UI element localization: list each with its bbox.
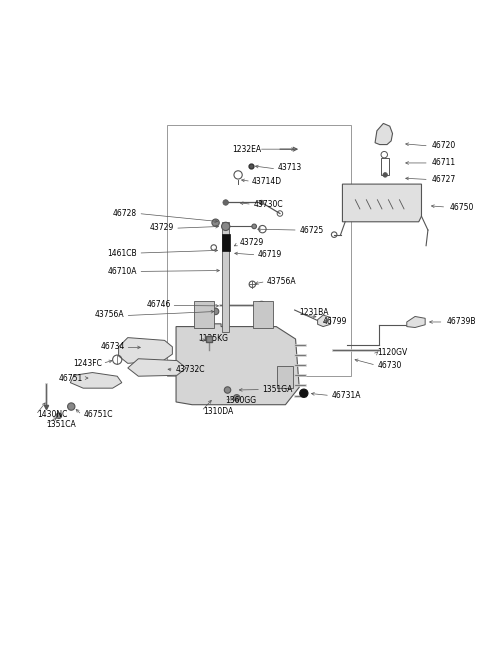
- Circle shape: [380, 131, 386, 138]
- Text: 43756A: 43756A: [267, 277, 297, 286]
- Text: 46730: 46730: [377, 361, 402, 369]
- Circle shape: [56, 413, 61, 419]
- Text: 46731A: 46731A: [331, 391, 361, 400]
- Polygon shape: [119, 337, 172, 364]
- Text: 1120GV: 1120GV: [377, 348, 408, 357]
- Bar: [381, 158, 389, 175]
- Text: 46751: 46751: [59, 373, 83, 383]
- Text: 46725: 46725: [299, 225, 324, 234]
- Circle shape: [68, 403, 75, 410]
- Text: 46750: 46750: [450, 202, 474, 212]
- Bar: [222, 222, 229, 332]
- Circle shape: [233, 394, 240, 401]
- Circle shape: [252, 224, 256, 229]
- Polygon shape: [128, 359, 186, 376]
- Text: 43756A: 43756A: [95, 310, 125, 319]
- Bar: [167, 125, 351, 376]
- Bar: [277, 366, 293, 388]
- Text: 46746: 46746: [146, 300, 170, 309]
- Circle shape: [212, 309, 219, 314]
- Text: 1461CB: 1461CB: [108, 248, 137, 257]
- Text: 46728: 46728: [113, 209, 137, 218]
- Circle shape: [223, 200, 228, 205]
- Text: 1351GA: 1351GA: [263, 385, 293, 394]
- Text: 43732C: 43732C: [175, 365, 204, 374]
- Text: 46710A: 46710A: [108, 267, 137, 276]
- Text: 43729: 43729: [240, 238, 264, 248]
- Circle shape: [383, 173, 387, 178]
- Polygon shape: [407, 316, 425, 328]
- Text: 46711: 46711: [431, 159, 455, 168]
- Circle shape: [259, 200, 264, 205]
- Text: 43713: 43713: [277, 163, 301, 172]
- Text: 46719: 46719: [258, 250, 282, 259]
- Text: 1243FC: 1243FC: [72, 359, 102, 368]
- Text: 1360GG: 1360GG: [226, 396, 257, 405]
- Text: 1232EA: 1232EA: [232, 145, 261, 154]
- Circle shape: [212, 219, 219, 227]
- Text: 46751C: 46751C: [83, 410, 113, 419]
- Polygon shape: [318, 315, 331, 327]
- Text: 1231BA: 1231BA: [299, 309, 329, 317]
- Text: 46739B: 46739B: [446, 318, 476, 326]
- Text: 1125KG: 1125KG: [198, 335, 228, 343]
- Text: 1310DA: 1310DA: [203, 407, 233, 416]
- Circle shape: [224, 387, 231, 393]
- Polygon shape: [375, 123, 393, 145]
- Circle shape: [300, 389, 308, 398]
- Text: 43714D: 43714D: [252, 177, 282, 186]
- Text: 46727: 46727: [431, 175, 456, 184]
- Polygon shape: [176, 324, 299, 405]
- Text: 43729: 43729: [149, 223, 174, 232]
- Polygon shape: [342, 184, 421, 222]
- Bar: [222, 234, 230, 251]
- Polygon shape: [71, 373, 122, 388]
- Circle shape: [222, 222, 230, 231]
- Text: 43730C: 43730C: [253, 200, 283, 209]
- Text: 46799: 46799: [322, 318, 347, 326]
- Text: 1351CA: 1351CA: [47, 419, 76, 428]
- Text: 46720: 46720: [431, 141, 456, 151]
- Bar: [253, 301, 273, 328]
- Bar: [194, 301, 214, 328]
- Text: 1430NC: 1430NC: [37, 410, 68, 419]
- Text: 46734: 46734: [100, 343, 125, 351]
